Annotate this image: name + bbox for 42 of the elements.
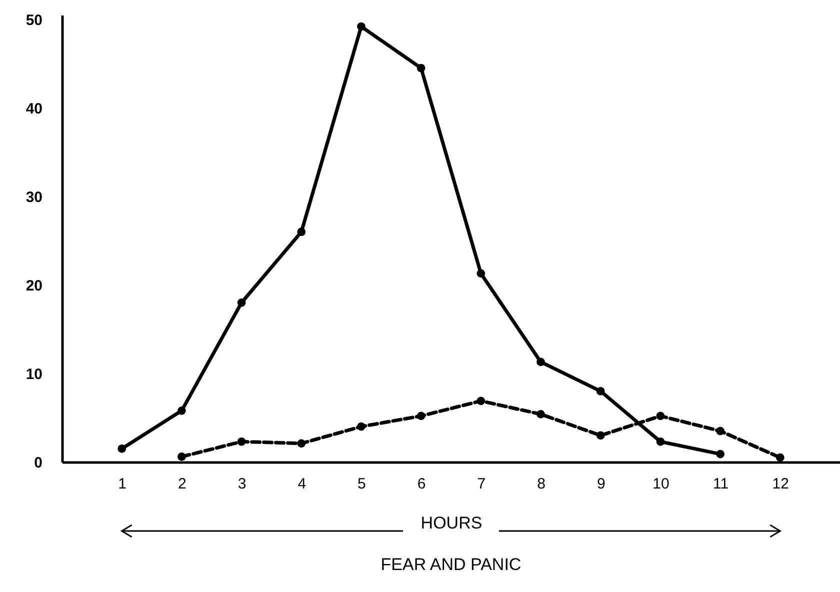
point [476, 396, 486, 406]
text: FEAR AND PANIC [380, 555, 522, 574]
x-tick-label: 2 [178, 476, 186, 492]
point [416, 412, 426, 420]
point [178, 406, 186, 415]
point [237, 298, 246, 307]
x-axis-title: HOURS [420, 514, 482, 532]
x-tick-label: 5 [358, 476, 366, 492]
y-tick-label: 50 [26, 12, 42, 29]
point [716, 426, 724, 436]
point [656, 437, 665, 446]
y-tick-label: 30 [26, 188, 42, 206]
x-tick-label: 12 [772, 476, 789, 492]
point [716, 450, 724, 458]
y-tick-label: 20 [26, 277, 42, 294]
point [237, 437, 246, 446]
x-tick-label: 3 [238, 476, 246, 492]
point [297, 228, 306, 236]
y-tick-label: 40 [26, 100, 42, 118]
x-tick-label: 8 [537, 476, 546, 492]
x-tick-label: 7 [477, 476, 486, 492]
point [357, 22, 366, 31]
point [118, 444, 126, 453]
point [178, 452, 186, 461]
point [536, 410, 545, 418]
x-tick-label: 6 [417, 476, 426, 492]
x-tick-label: 1 [118, 476, 127, 492]
point [596, 387, 605, 396]
point [416, 64, 426, 72]
x-tick-label: 11 [713, 476, 729, 492]
x-tick-label: 10 [652, 476, 670, 492]
point [776, 453, 784, 462]
y-tick-label: 10 [26, 366, 42, 383]
point [476, 269, 486, 278]
point [297, 439, 306, 448]
x-tick-label: 9 [596, 476, 606, 492]
point [536, 358, 545, 366]
x-tick-label: 4 [298, 476, 306, 492]
y-tick-label: 0 [34, 454, 42, 472]
point [357, 422, 366, 431]
point [596, 431, 605, 440]
point [656, 412, 665, 420]
